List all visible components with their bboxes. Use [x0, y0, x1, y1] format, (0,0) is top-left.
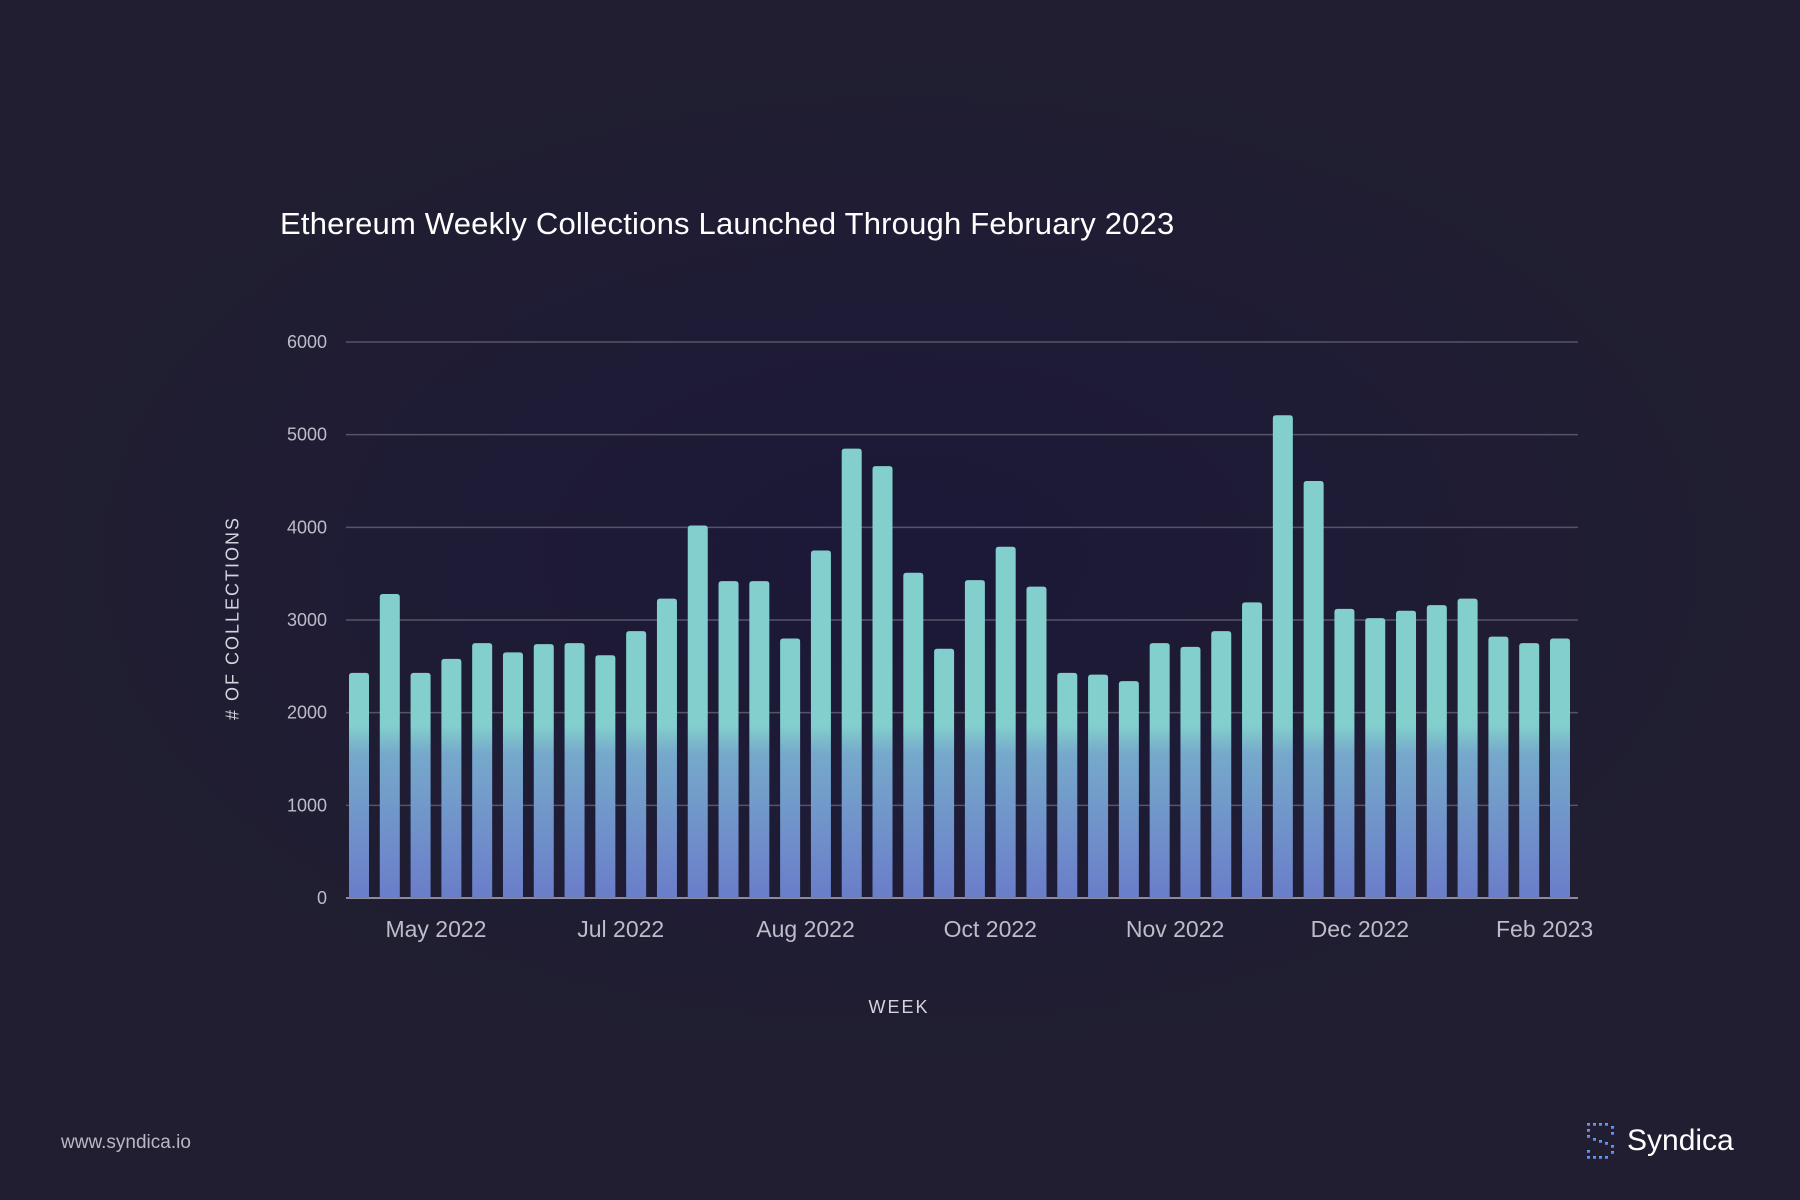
y-tick-label: 5000	[287, 425, 327, 445]
y-tick-labels: 0 1000 2000 3000 4000 5000 6000	[287, 332, 327, 908]
bar	[502, 652, 523, 898]
bar	[349, 672, 369, 898]
bar	[1272, 415, 1293, 898]
bar	[1118, 681, 1139, 898]
y-tick-label: 3000	[287, 610, 327, 630]
bar	[1057, 672, 1078, 898]
bar	[872, 466, 893, 898]
bar	[749, 581, 770, 898]
x-axis-label: WEEK	[868, 997, 930, 1017]
bar	[472, 643, 493, 898]
bar	[964, 580, 985, 898]
bar	[1180, 646, 1201, 898]
bar	[564, 643, 585, 898]
y-tick-label: 0	[317, 888, 327, 908]
bar	[1519, 643, 1540, 898]
bar	[410, 672, 431, 898]
x-tick-label: Nov 2022	[1126, 916, 1224, 942]
y-tick-label: 4000	[287, 517, 327, 537]
x-tick-label: Aug 2022	[756, 916, 854, 942]
x-tick-label: Dec 2022	[1311, 916, 1409, 942]
x-tick-label: May 2022	[385, 916, 486, 942]
y-axis-label: # OF COLLECTIONS	[222, 515, 243, 721]
brand-name: Syndica	[1627, 1124, 1734, 1157]
bar	[1365, 618, 1386, 898]
x-tick-label: Oct 2022	[944, 916, 1037, 942]
bar	[1303, 481, 1324, 898]
bar	[656, 598, 677, 898]
bar	[1026, 586, 1047, 898]
bar	[718, 581, 739, 898]
bar	[1088, 674, 1109, 898]
x-tick-label: Feb 2023	[1496, 916, 1593, 942]
x-tick-labels: May 2022 Jul 2022 Aug 2022 Oct 2022 Nov 2022…	[385, 916, 1593, 942]
bar	[1457, 598, 1478, 898]
bars	[349, 415, 1570, 898]
bar	[995, 546, 1016, 898]
bar	[379, 594, 400, 898]
brand-logo: Syndica	[1585, 1119, 1734, 1163]
x-tick-label: Jul 2022	[577, 916, 664, 942]
bar	[1149, 643, 1170, 898]
bar	[903, 572, 924, 898]
bar	[441, 658, 462, 898]
bar	[1242, 602, 1263, 898]
bar	[533, 644, 554, 898]
y-tick-label: 6000	[287, 332, 327, 352]
chart-title: Ethereum Weekly Collections Launched Thr…	[280, 206, 1175, 241]
bar	[810, 550, 831, 898]
bar	[780, 638, 801, 898]
bar	[1488, 636, 1509, 898]
bar	[1211, 631, 1232, 898]
bar	[1426, 605, 1447, 898]
syndica-logo-icon	[1587, 1123, 1614, 1159]
bar	[841, 448, 862, 898]
bar	[1334, 608, 1355, 898]
y-tick-label: 2000	[287, 703, 327, 723]
footer-url[interactable]: www.syndica.io	[61, 1132, 191, 1153]
bar	[1396, 610, 1417, 898]
y-tick-label: 1000	[287, 795, 327, 815]
bar	[934, 648, 955, 898]
bar	[687, 525, 708, 898]
gridlines	[346, 341, 1578, 899]
bar	[626, 631, 647, 898]
bar	[1550, 638, 1570, 898]
bar	[595, 655, 616, 898]
